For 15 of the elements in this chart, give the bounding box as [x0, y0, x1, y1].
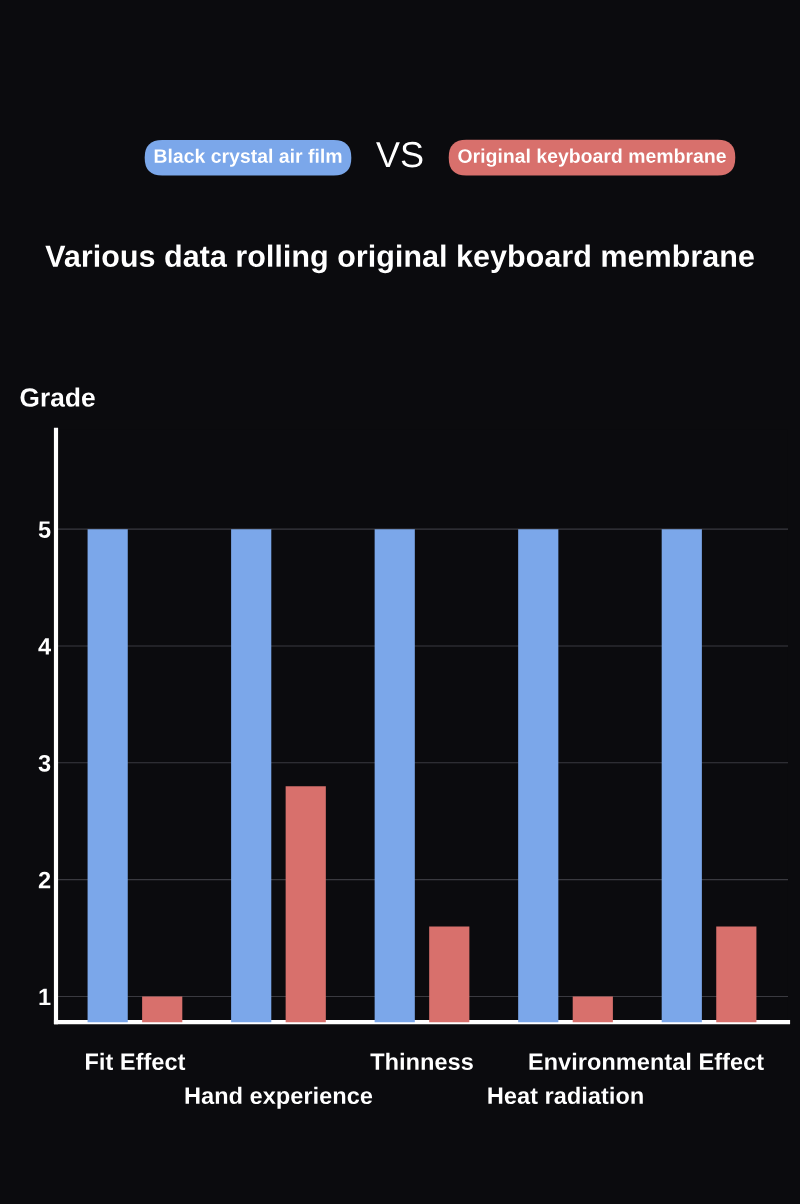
y-tick-label: 3 [38, 754, 51, 772]
text: Black crystal air film [154, 148, 342, 167]
chart-title: Various data rolling original keyboard membrane [45, 244, 754, 274]
y-tick-label: 2 [38, 871, 51, 889]
text: Original keyboard membrane [458, 148, 726, 167]
y-tick-label: 1 [39, 988, 51, 1006]
text: VS [376, 141, 423, 168]
x-tick-label: Heat radiation [488, 1086, 643, 1105]
y-tick-label: 5 [38, 521, 51, 538]
y-tick-label: 4 [38, 638, 52, 655]
x-tick-label: Fit Effect [86, 1052, 186, 1071]
x-tick-label: Thinness [370, 1052, 473, 1071]
x-tick-label: Hand experience [185, 1086, 373, 1109]
y-axis-title: Grade [20, 387, 95, 407]
x-tick-label: Environmental Effect [529, 1052, 764, 1071]
